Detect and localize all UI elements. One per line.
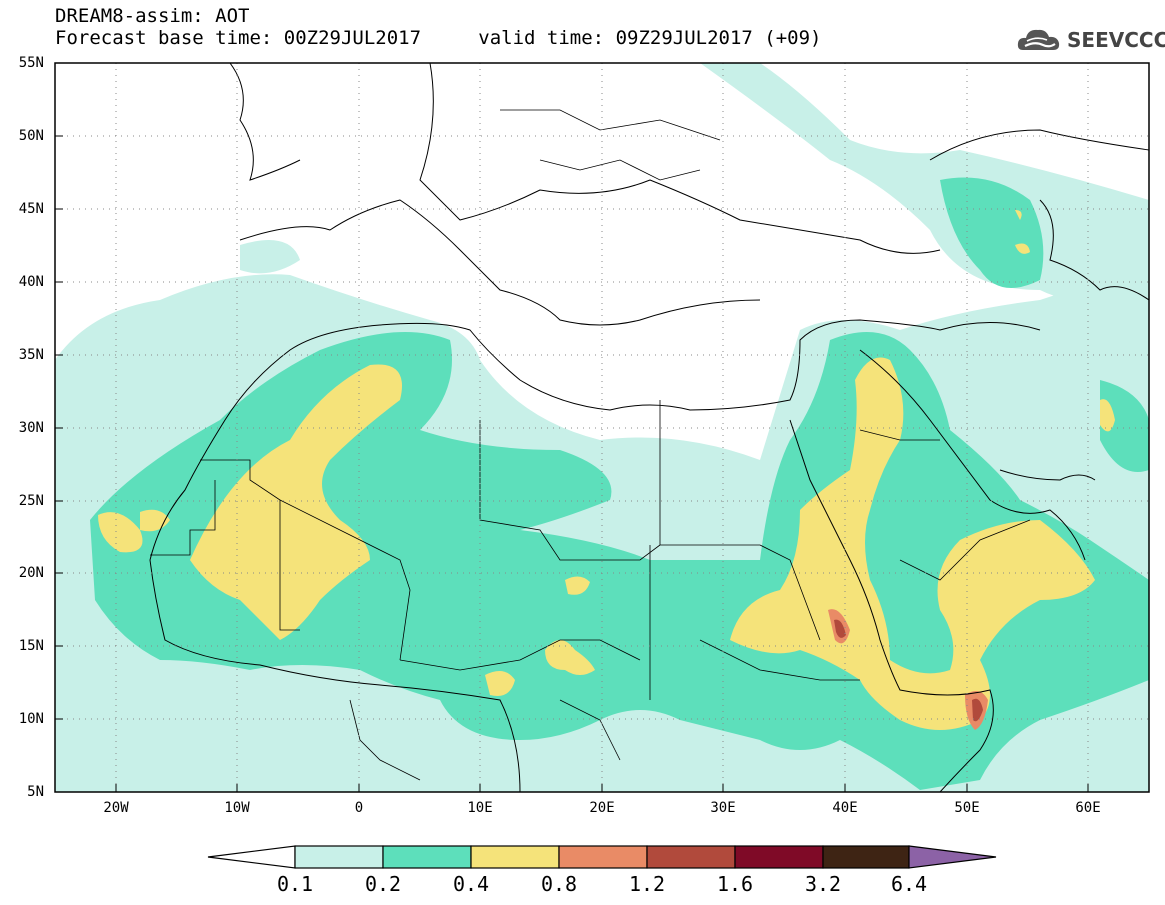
colorbar-swatch-3: [558, 845, 648, 869]
forecast-base-label: Forecast base time:: [55, 27, 273, 49]
colorbar-label: 0.4: [452, 872, 490, 896]
colorbar-min-arrow: [207, 845, 296, 869]
colorbar: [207, 845, 997, 869]
logo-text: SEEVCCC: [1067, 28, 1165, 52]
colorbar-label: 0.1: [276, 872, 314, 896]
forecast-base-time: 00Z29JUL2017: [283, 27, 422, 49]
lon-label: 10E: [467, 800, 493, 816]
lon-label: 30E: [710, 800, 736, 816]
colorbar-label: 1.2: [628, 872, 666, 896]
colorbar-swatch-2: [470, 845, 560, 869]
cloud-logo-icon: [1017, 29, 1060, 50]
colorbar-swatch-6: [822, 845, 910, 869]
coastlines: [149, 63, 1149, 792]
map-title: DREAM8-assim: AOT: [55, 5, 250, 27]
lon-label: 0: [354, 800, 364, 816]
lon-label: 50E: [954, 800, 980, 816]
lon-label: 40E: [832, 800, 858, 816]
lat-label: 40N: [18, 274, 44, 290]
map-frame: [54, 62, 1150, 793]
lon-label: 20W: [103, 800, 129, 816]
aot-level-1.2: [834, 619, 983, 722]
country-borders: [150, 109, 1031, 781]
aot-level-0.4: [98, 210, 1115, 730]
lat-label: 45N: [18, 201, 44, 217]
valid-time-label: valid time:: [478, 27, 605, 49]
lat-label: 20N: [18, 565, 44, 581]
lat-label: 30N: [18, 420, 44, 436]
colorbar-swatch-5: [734, 845, 824, 869]
seevccc-logo: SEEVCCC: [1015, 22, 1165, 58]
lat-label: 10N: [18, 711, 44, 727]
colorbar-swatch-0: [294, 845, 384, 869]
lon-label: 60E: [1075, 800, 1101, 816]
colorbar-label: 0.8: [540, 872, 578, 896]
lat-label: 15N: [18, 638, 44, 654]
colorbar-swatch-1: [382, 845, 472, 869]
lat-label: 55N: [18, 55, 44, 71]
colorbar-label: 6.4: [890, 872, 928, 896]
colorbar-label: 0.2: [364, 872, 402, 896]
graticule: [55, 63, 1149, 792]
lat-label: 50N: [18, 128, 44, 144]
lat-label: 25N: [18, 493, 44, 509]
colorbar-label: 1.6: [716, 872, 754, 896]
valid-time-value: 09Z29JUL2017 (+09): [615, 27, 822, 49]
time-info: Forecast base time: 00Z29JUL2017 valid t…: [55, 28, 821, 48]
colorbar-swatch-4: [646, 845, 736, 869]
colorbar-label: 3.2: [804, 872, 842, 896]
lon-label: 20E: [589, 800, 615, 816]
lat-label: 5N: [27, 784, 44, 800]
colorbar-max-arrow: [908, 845, 997, 869]
lon-label: 10W: [224, 800, 250, 816]
lat-label: 35N: [18, 347, 44, 363]
